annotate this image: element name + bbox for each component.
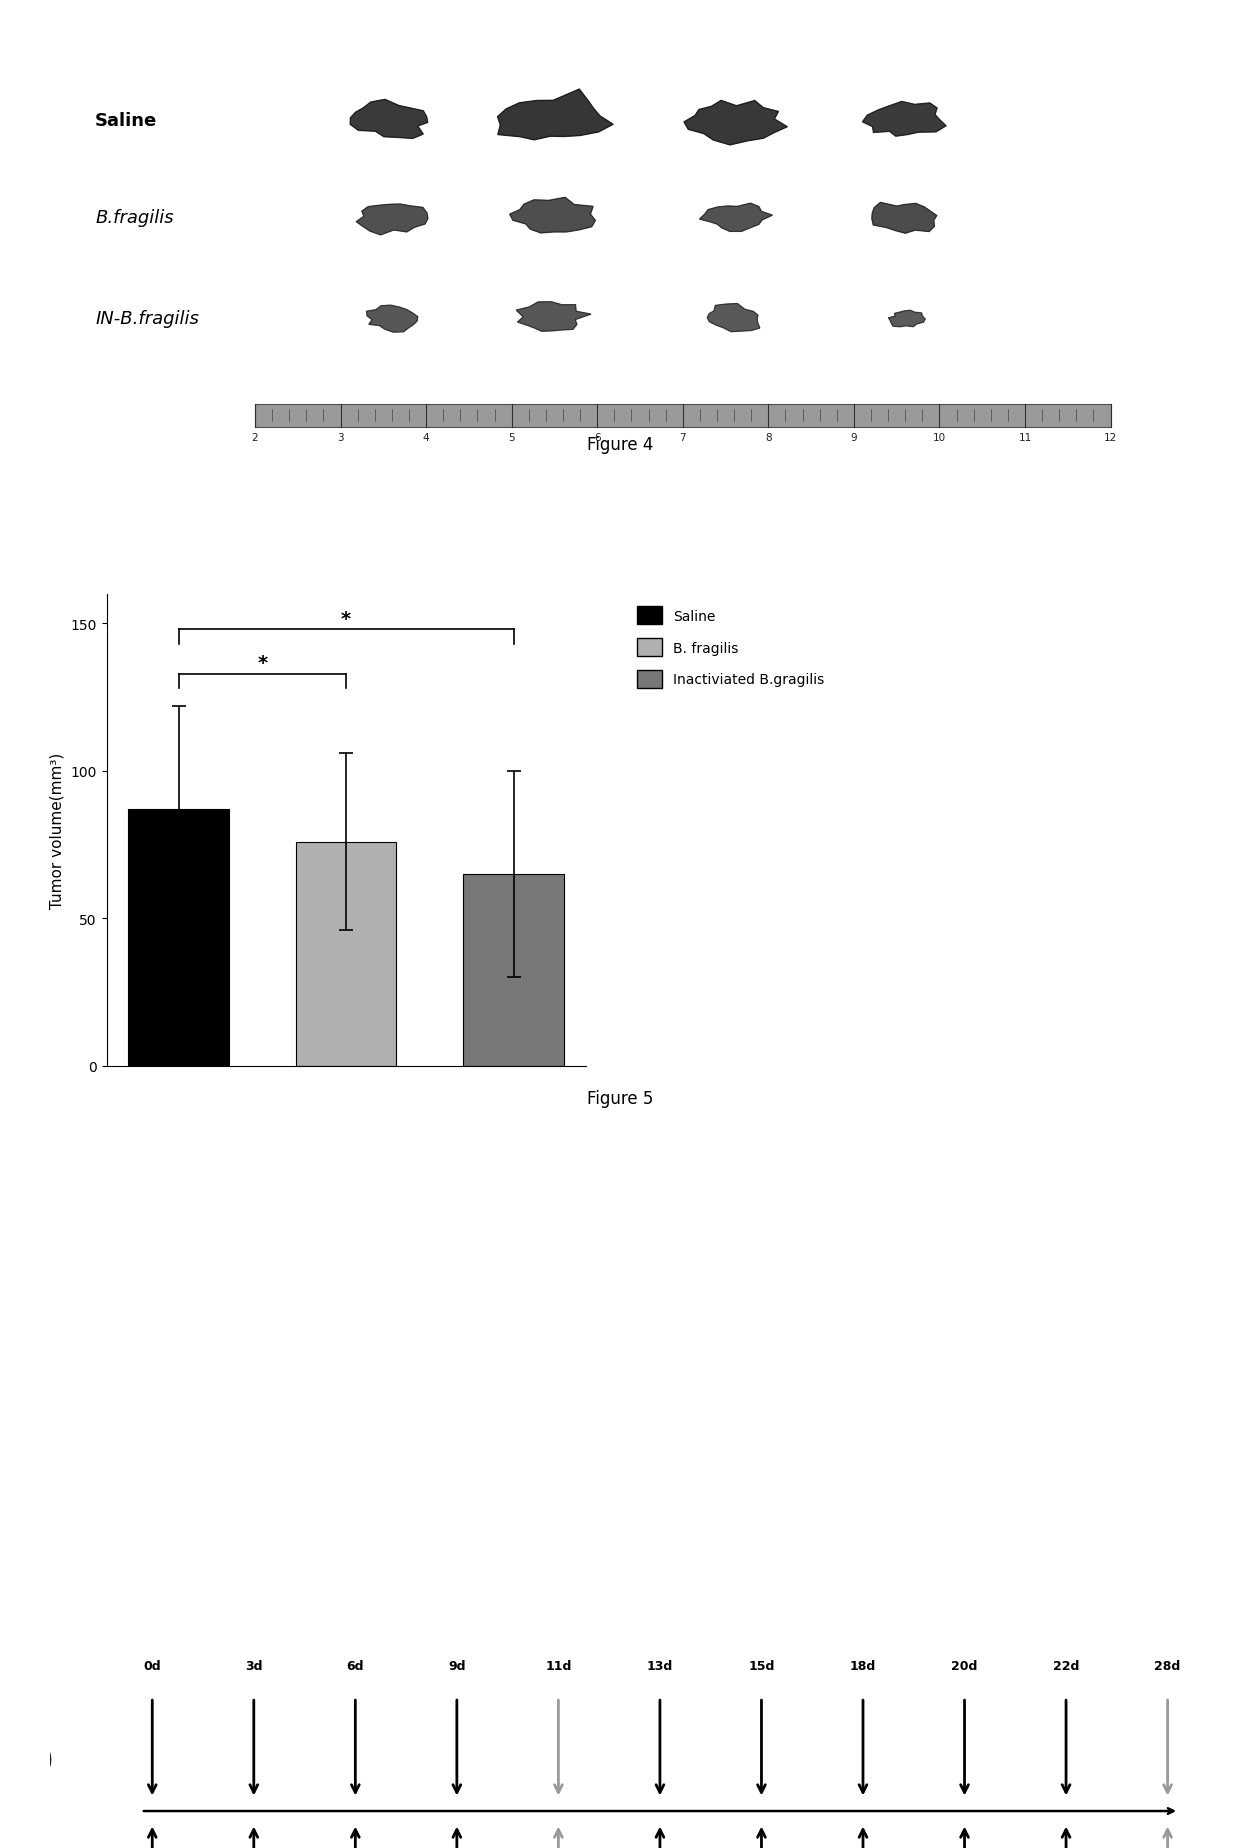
Text: 15d: 15d — [748, 1660, 775, 1672]
Polygon shape — [699, 203, 773, 233]
Polygon shape — [350, 100, 428, 139]
Text: B.fragilis: B.fragilis — [95, 209, 174, 227]
Text: 10: 10 — [932, 432, 946, 444]
Polygon shape — [497, 91, 613, 140]
Text: 11d: 11d — [546, 1660, 572, 1672]
Text: 11: 11 — [1018, 432, 1032, 444]
Ellipse shape — [0, 1730, 4, 1848]
Bar — [255, 405, 1111, 427]
Ellipse shape — [7, 1700, 36, 1726]
Text: Saline: Saline — [95, 113, 157, 129]
Text: 9d: 9d — [448, 1660, 465, 1672]
Polygon shape — [889, 310, 925, 327]
Text: 6d: 6d — [347, 1660, 365, 1672]
Text: IN-B.fragilis: IN-B.fragilis — [95, 310, 200, 329]
Ellipse shape — [0, 1722, 51, 1785]
Text: 7: 7 — [680, 432, 686, 444]
Polygon shape — [516, 303, 591, 333]
Text: 2: 2 — [252, 432, 258, 444]
Polygon shape — [872, 203, 936, 235]
Text: 20d: 20d — [951, 1660, 977, 1672]
Polygon shape — [684, 102, 787, 146]
Text: Figure 4: Figure 4 — [587, 436, 653, 455]
Text: 13d: 13d — [647, 1660, 673, 1672]
Text: 22d: 22d — [1053, 1660, 1079, 1672]
Text: 3d: 3d — [246, 1660, 263, 1672]
Polygon shape — [707, 305, 760, 333]
Text: 28d: 28d — [1154, 1660, 1180, 1672]
Polygon shape — [367, 307, 418, 333]
Text: Figure 5: Figure 5 — [587, 1090, 653, 1107]
Text: 8: 8 — [765, 432, 771, 444]
Text: 0d: 0d — [144, 1660, 161, 1672]
Polygon shape — [510, 198, 595, 233]
Text: 9: 9 — [851, 432, 857, 444]
Text: 6: 6 — [594, 432, 600, 444]
Polygon shape — [863, 102, 946, 137]
Text: 18d: 18d — [849, 1660, 877, 1672]
Text: 12: 12 — [1104, 432, 1117, 444]
Text: 4: 4 — [423, 432, 429, 444]
Polygon shape — [356, 205, 428, 237]
Text: 3: 3 — [337, 432, 343, 444]
Text: 5: 5 — [508, 432, 515, 444]
